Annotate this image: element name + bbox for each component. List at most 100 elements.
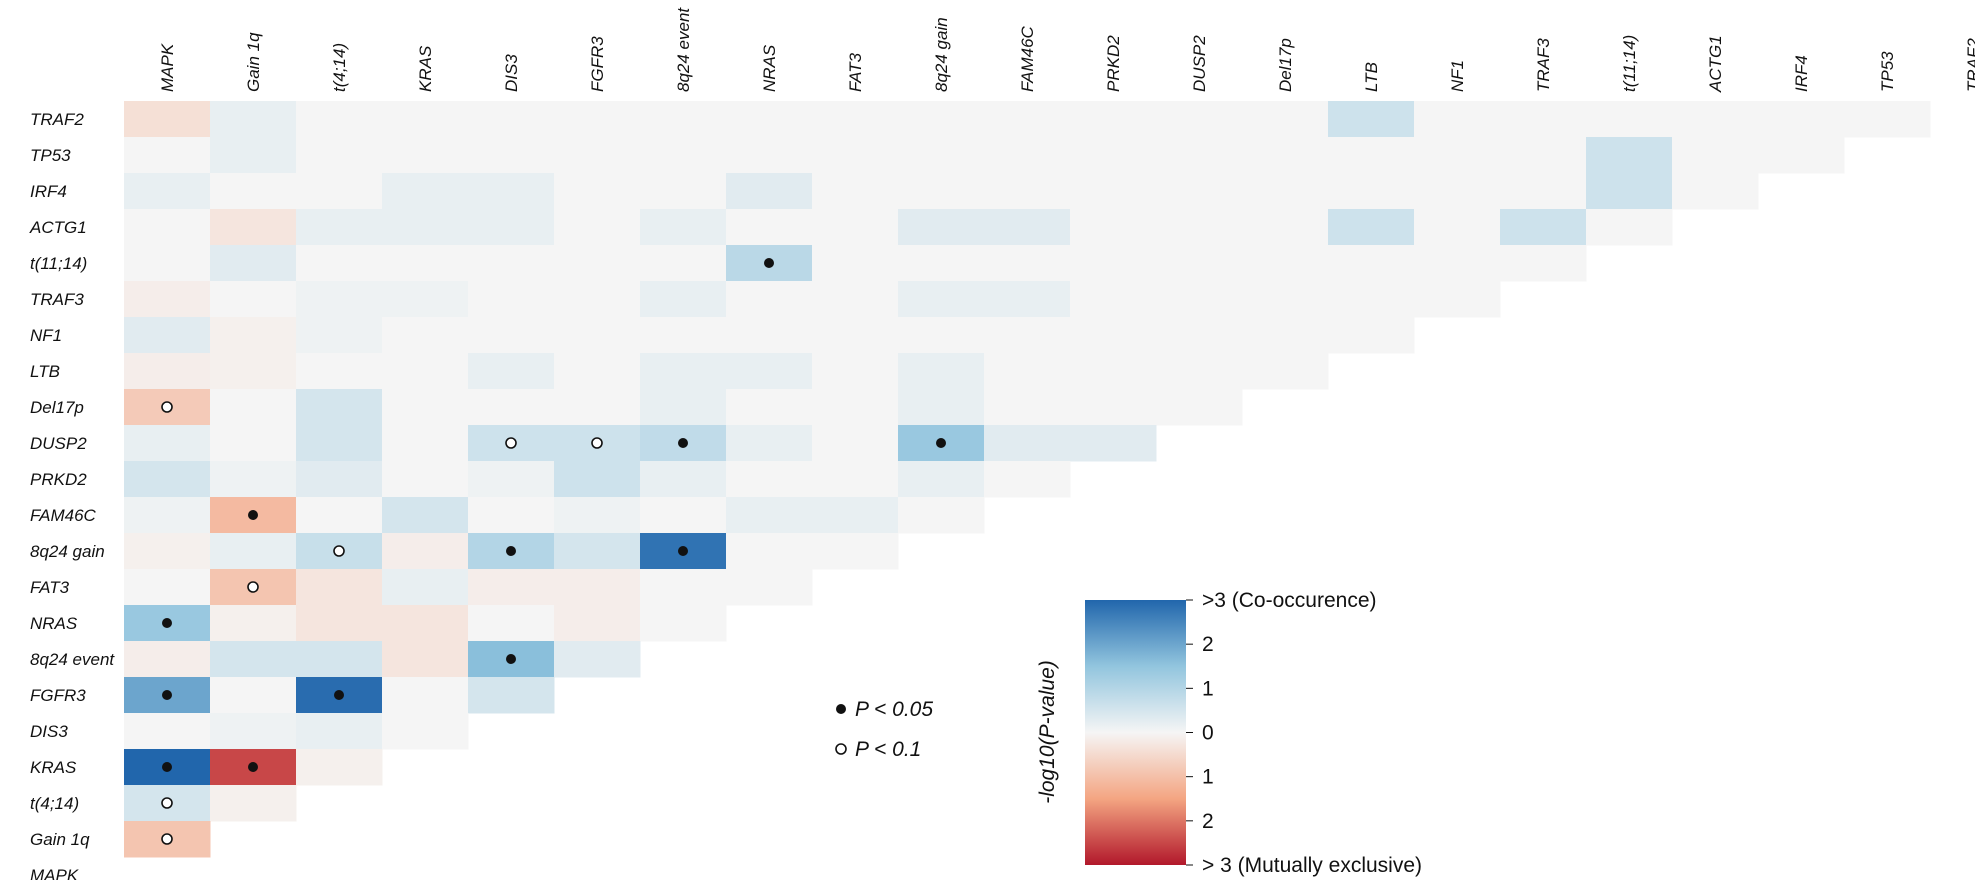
cell-actg1-nf1	[1414, 209, 1501, 246]
x-tick-kras: KRAS	[416, 45, 435, 92]
y-tick-fat3: FAT3	[30, 578, 70, 597]
cell-ltb-nras	[726, 353, 813, 390]
x-tick-gain-1q: Gain 1q	[244, 32, 263, 92]
cell-ltb-8q24-gain	[898, 353, 985, 390]
cell-dusp2-gain-1q	[210, 425, 297, 462]
cell-nf1-mapk	[124, 317, 211, 354]
sig-dot-kras-mapk	[162, 762, 172, 772]
cell-nf1-del17p	[1242, 317, 1329, 354]
cell-ltb-gain-1q	[210, 353, 297, 390]
colorbar-tick-label-5: 2	[1202, 810, 1214, 833]
cell-del17p-dis3	[468, 389, 555, 426]
cell-traf2-ltb	[1328, 101, 1415, 138]
sig-circle-dusp2-dis3	[505, 437, 517, 449]
cell-tp53-8q24-event	[640, 137, 727, 174]
cell-ltb-dusp2	[1156, 353, 1243, 390]
cell-8q24-event-gain-1q	[210, 641, 297, 678]
cell-nf1-nras	[726, 317, 813, 354]
y-tick-kras: KRAS	[30, 758, 77, 777]
sig-dot-8q24-event-dis3	[506, 654, 516, 664]
cell-nf1-kras	[382, 317, 469, 354]
cell-fat3-t-4-14	[296, 569, 383, 606]
cell-actg1-t-11-14	[1586, 209, 1673, 246]
cell-8q24-event-kras	[382, 641, 469, 678]
cell-fam46c-dis3	[468, 497, 555, 534]
cell-traf3-t-4-14	[296, 281, 383, 318]
x-tick-irf4: IRF4	[1792, 55, 1811, 92]
cell-fgfr3-kras	[382, 677, 469, 714]
sig-circle-t-4-14-mapk	[161, 797, 173, 809]
x-tick-t-4-14: t(4;14)	[330, 43, 349, 92]
cell-actg1-mapk	[124, 209, 211, 246]
cell-traf3-fat3	[812, 281, 899, 318]
cell-prkd2-8q24-gain	[898, 461, 985, 498]
cell-irf4-dis3	[468, 173, 555, 210]
cell-traf3-nras	[726, 281, 813, 318]
cell-irf4-nf1	[1414, 173, 1501, 210]
cell-dusp2-t-4-14	[296, 425, 383, 462]
cell-traf2-8q24-event	[640, 101, 727, 138]
cell-fgfr3-gain-1q	[210, 677, 297, 714]
cell-t-11-14-gain-1q	[210, 245, 297, 282]
cell-prkd2-dis3	[468, 461, 555, 498]
cell-dusp2-kras	[382, 425, 469, 462]
cell-dis3-gain-1q	[210, 713, 297, 750]
cell-irf4-t-4-14	[296, 173, 383, 210]
x-tick-fat3: FAT3	[846, 52, 865, 92]
cell-tp53-irf4	[1758, 137, 1845, 174]
cell-tp53-del17p	[1242, 137, 1329, 174]
cell-traf2-fgfr3	[554, 101, 641, 138]
cell-actg1-prkd2	[1070, 209, 1157, 246]
cell-irf4-t-11-14	[1586, 173, 1673, 210]
cell-8q24-gain-kras	[382, 533, 469, 570]
cell-tp53-actg1	[1672, 137, 1759, 174]
cell-prkd2-fat3	[812, 461, 899, 498]
cell-dis3-mapk	[124, 713, 211, 750]
cell-fat3-fgfr3	[554, 569, 641, 606]
cell-t-4-14-gain-1q	[210, 785, 297, 822]
cell-t-11-14-ltb	[1328, 245, 1415, 282]
cell-del17p-dusp2	[1156, 389, 1243, 426]
y-tick-traf2: TRAF2	[30, 110, 84, 129]
cell-traf2-tp53	[1844, 101, 1931, 138]
sig-dot-8q24-gain-8q24-event	[678, 546, 688, 556]
colorbar-title: -log10(P-value)	[1036, 660, 1059, 804]
cell-traf3-gain-1q	[210, 281, 297, 318]
cell-traf2-fam46c	[984, 101, 1071, 138]
colorbar-tick-label-0: >3 (Co-occurence)	[1202, 589, 1377, 612]
cell-8q24-event-mapk	[124, 641, 211, 678]
cell-traf2-gain-1q	[210, 101, 297, 138]
cell-ltb-prkd2	[1070, 353, 1157, 390]
cell-8q24-gain-fat3	[812, 533, 899, 570]
cell-fgfr3-dis3	[468, 677, 555, 714]
cell-nf1-t-4-14	[296, 317, 383, 354]
cell-traf2-dis3	[468, 101, 555, 138]
cell-fam46c-kras	[382, 497, 469, 534]
cell-tp53-t-4-14	[296, 137, 383, 174]
cell-del17p-gain-1q	[210, 389, 297, 426]
cell-fat3-mapk	[124, 569, 211, 606]
cell-traf2-t-4-14	[296, 101, 383, 138]
cell-prkd2-fgfr3	[554, 461, 641, 498]
y-tick-ltb: LTB	[30, 362, 60, 381]
sig-dot-dusp2-8q24-event	[678, 438, 688, 448]
cell-actg1-del17p	[1242, 209, 1329, 246]
cell-actg1-8q24-gain	[898, 209, 985, 246]
cell-tp53-fat3	[812, 137, 899, 174]
x-tick-tp53: TP53	[1878, 51, 1897, 92]
cell-fat3-dis3	[468, 569, 555, 606]
cell-nras-t-4-14	[296, 605, 383, 642]
cell-actg1-t-4-14	[296, 209, 383, 246]
cell-actg1-fat3	[812, 209, 899, 246]
significance-legend: P < 0.05 P < 0.1	[835, 698, 933, 761]
cell-tp53-t-11-14	[1586, 137, 1673, 174]
cell-fat3-nras	[726, 569, 813, 606]
cell-tp53-traf3	[1500, 137, 1587, 174]
cell-nf1-8q24-gain	[898, 317, 985, 354]
y-tick-prkd2: PRKD2	[30, 470, 87, 489]
cell-tp53-mapk	[124, 137, 211, 174]
cell-nf1-dis3	[468, 317, 555, 354]
cell-nf1-dusp2	[1156, 317, 1243, 354]
cell-nf1-gain-1q	[210, 317, 297, 354]
sig-circle-gain-1q-mapk	[161, 833, 173, 845]
